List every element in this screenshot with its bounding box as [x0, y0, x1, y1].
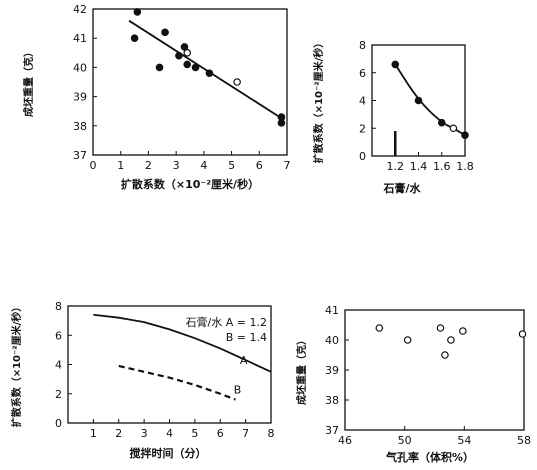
x-tick-label: 3 [141, 427, 148, 440]
y-tick-label: 8 [359, 39, 366, 52]
x-tick-label: 0 [90, 159, 97, 172]
x-axis-label: 搅拌时间（分） [130, 446, 207, 460]
y-tick-label: 0 [55, 417, 62, 430]
mixing-time-vs-diffusion-chart: 1 2 3 4 5 6 7 8 0 2 4 6 8 搅拌时间（分） 扩散系数（×10⁻²厘米/秒） 石膏/水 … [10, 300, 275, 460]
x-tick-label: 1.4 [410, 160, 428, 173]
trend-line [394, 63, 466, 136]
y-tick-label: 2 [359, 122, 366, 135]
y-tick-label: 38 [325, 394, 339, 407]
x-tick-label: 5 [228, 159, 235, 172]
y-axis-label: 扩散系数（×10⁻²厘米/秒） [312, 38, 325, 164]
data-point [155, 63, 164, 72]
data-point [403, 336, 412, 344]
x-tick-label: 1 [117, 159, 124, 172]
data-point [391, 60, 400, 69]
series-b-label: B [234, 384, 242, 397]
y-tick-label: 41 [73, 32, 87, 45]
x-tick-label: 8 [268, 427, 275, 440]
y-tick-label: 39 [73, 91, 87, 104]
y-tick-label: 37 [325, 424, 339, 437]
y-tick-label: 0 [359, 150, 366, 163]
y-tick-label: 39 [325, 364, 339, 377]
y-tick-label: 4 [55, 359, 62, 372]
ratio-vs-diffusion-chart: 1.2 1.4 1.6 1.8 0 2 4 6 8 石膏/水 扩散系数（×10⁻²厘米/秒） [312, 38, 474, 195]
data-point [161, 28, 169, 37]
x-tick-label: 58 [517, 434, 531, 447]
data-point [277, 119, 286, 127]
data-point [459, 327, 467, 335]
data-point [449, 124, 458, 133]
y-tick-label: 37 [73, 149, 87, 162]
x-tick-label: 46 [338, 434, 352, 447]
y-tick-label: 42 [73, 3, 87, 16]
x-tick-label: 4 [166, 427, 173, 440]
y-axis-label: 成坯重量（克） [295, 335, 308, 405]
y-tick-label: 40 [325, 334, 339, 347]
y-tick-label: 40 [73, 61, 87, 74]
data-point [461, 131, 469, 139]
x-axis-label: 石膏/水 [382, 181, 421, 195]
legend-line-b: B = 1.4 [226, 331, 267, 344]
x-tick-label: 50 [398, 434, 412, 447]
x-tick-label: 6 [217, 427, 224, 440]
series-a-label: A [240, 354, 248, 367]
legend-line-a: 石膏/水 A = 1.2 [186, 315, 267, 329]
data-point [180, 43, 189, 51]
x-tick-label: 3 [173, 159, 180, 172]
data-point [233, 78, 241, 86]
trend-line [128, 19, 285, 121]
x-tick-label: 7 [242, 427, 249, 440]
data-point [518, 330, 527, 338]
x-tick-label: 7 [284, 159, 291, 172]
y-tick-label: 6 [55, 329, 62, 342]
data-point [133, 8, 142, 16]
data-point [183, 60, 192, 69]
data-point [447, 336, 455, 344]
x-tick-label: 1.2 [387, 160, 405, 173]
y-tick-label: 2 [55, 388, 62, 401]
data-point [414, 96, 423, 105]
y-tick-label: 41 [325, 304, 339, 317]
x-tick-label: 2 [145, 159, 152, 172]
x-tick-label: 1.8 [456, 160, 474, 173]
porosity-vs-weight-chart: 46 50 54 58 37 38 39 40 41 气孔率（体积%） 成坯重量（克） [295, 304, 531, 464]
y-tick-label: 4 [359, 95, 366, 108]
data-point [441, 351, 449, 359]
data-point [437, 118, 446, 127]
x-tick-label: 54 [457, 434, 471, 447]
diffusion-vs-weight-chart: 0 1 2 3 4 5 6 7 37 38 39 40 41 42 扩散系数（×10⁻²厘米/秒） 成坯重量（… [22, 3, 291, 191]
y-tick-label: 38 [73, 120, 87, 133]
data-point [436, 324, 445, 332]
x-tick-label: 6 [256, 159, 263, 172]
x-tick-label: 2 [115, 427, 122, 440]
series-b-line [118, 364, 236, 401]
y-axis-label: 扩散系数（×10⁻²厘米/秒） [10, 302, 23, 428]
y-tick-label: 8 [55, 300, 62, 313]
x-tick-label: 5 [191, 427, 198, 440]
plot-frame [92, 8, 288, 156]
data-point [375, 324, 384, 332]
plot-frame [344, 309, 525, 431]
data-point [183, 48, 192, 57]
data-point [130, 34, 139, 43]
y-tick-label: 6 [359, 67, 366, 80]
series-a-line [93, 313, 272, 373]
x-axis-label: 气孔率（体积%） [385, 450, 474, 464]
x-tick-label: 4 [200, 159, 207, 172]
x-tick-label: 1 [90, 427, 97, 440]
x-tick-label: 1.6 [433, 160, 451, 173]
x-axis-label: 扩散系数（×10⁻²厘米/秒） [121, 177, 259, 191]
y-axis-label: 成坯重量（克） [22, 47, 35, 117]
